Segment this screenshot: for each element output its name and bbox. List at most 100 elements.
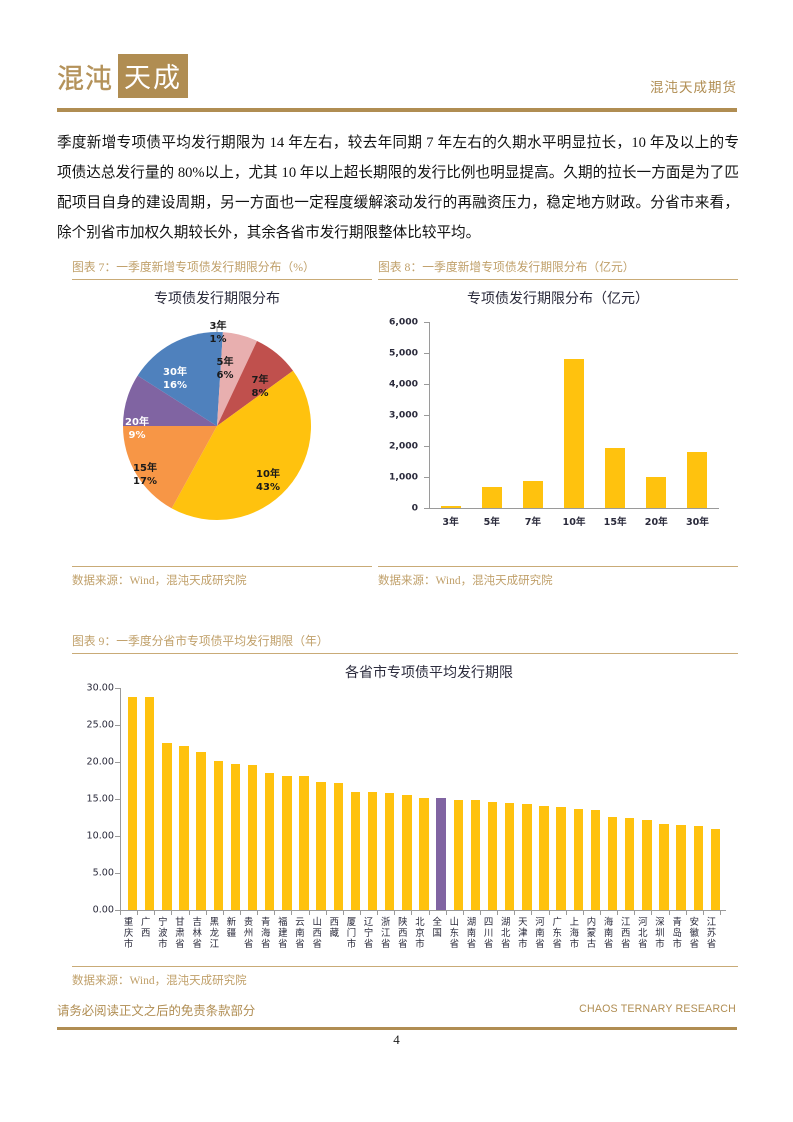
figure-7-caption: 图表 7：一季度新增专项债发行期限分布（%） xyxy=(72,258,372,280)
bar9-bar xyxy=(196,752,206,910)
bar9-xtick-label: 全国 xyxy=(432,917,442,939)
bar9-xtick-label: 厦门市 xyxy=(346,917,357,950)
header-brand-name: 混沌天成期货 xyxy=(650,80,737,95)
bar8-xtick-label: 20年 xyxy=(644,517,668,528)
bar9-xtick-label: 宁波市 xyxy=(158,917,168,950)
bar9-bar xyxy=(162,742,172,910)
bar9-xtick-label: 广东省 xyxy=(552,917,562,950)
page-header: 混沌 天成 混沌天成期货 xyxy=(57,48,737,110)
pie-label-10y: 10年 43% xyxy=(256,469,280,493)
bar9-xtick-mark xyxy=(377,911,379,915)
bar9-xtick-mark xyxy=(617,911,619,915)
bar9-bar xyxy=(402,794,412,910)
bar9-xtick-mark xyxy=(720,911,721,915)
logo-text-right: 天成 xyxy=(118,54,188,98)
bar9-xtick-mark xyxy=(480,911,481,915)
bar9-ytick-label: 5.00 xyxy=(92,867,114,879)
bar9-bar xyxy=(504,803,515,910)
pie-slice-3年 xyxy=(217,332,223,426)
footer-disclaimer: 请务必阅读正文之后的免责条款部分 xyxy=(57,1004,256,1018)
bar8-ytick-label: 4,000 xyxy=(388,378,418,390)
bar9-xtick-mark xyxy=(325,911,327,915)
bar9-xtick-mark xyxy=(514,911,516,915)
bar9-xtick-mark xyxy=(634,911,636,915)
bar9-bar xyxy=(539,806,549,910)
bar9-xtick-mark xyxy=(274,911,276,915)
bar9-xtick-mark xyxy=(240,911,241,915)
bar8-tick-mark xyxy=(424,384,429,385)
bar8-tick-mark xyxy=(424,353,429,354)
pie-slice-7年 xyxy=(217,340,294,426)
bar9-ytick-label: 15.00 xyxy=(86,793,114,805)
pie-svg xyxy=(123,326,311,520)
bar9-bar xyxy=(384,793,395,910)
bar8-bar xyxy=(522,481,543,508)
pie-label-30y: 30年 16% xyxy=(163,367,187,391)
bar8-ytick-label: 3,000 xyxy=(388,409,418,421)
bar8-tick-mark xyxy=(424,322,429,323)
bar9-xtick-mark xyxy=(120,911,121,915)
pie-label-5y: 5年 6% xyxy=(216,357,234,381)
bar9-xtick-label: 四川省 xyxy=(483,917,494,950)
bar9-xtick-label: 甘肃省 xyxy=(175,917,185,950)
bar9-xtick-label: 天津市 xyxy=(518,917,528,950)
bar9-xtick-label: 新疆 xyxy=(226,917,237,939)
bar8-x-axis-line xyxy=(429,508,719,510)
bar9-xtick-mark xyxy=(411,911,413,915)
bar8-plot-area xyxy=(430,322,718,508)
bar9-bar xyxy=(676,824,686,910)
bar9-xtick-label: 贵州省 xyxy=(243,917,254,950)
bar9-bar xyxy=(710,828,721,910)
bar8-ytick-label: 2,000 xyxy=(388,440,418,452)
bar9-xtick-label: 重庆市 xyxy=(123,917,134,950)
body-paragraph: 季度新增专项债平均发行期限为 14 年左右，较去年同期 7 年左右的久期水平明显… xyxy=(57,135,739,241)
bar9-bar xyxy=(590,810,601,910)
bar9-xtick-mark xyxy=(222,911,224,915)
pie-slice-10年 xyxy=(171,370,311,520)
bar9-bar xyxy=(573,809,584,910)
figure-8-bar-chart: 专项债发行期限分布（亿元） 0 1,000 2,000 3,000 4,000 5,000… xyxy=(378,288,738,560)
bar9-plot-area xyxy=(124,688,724,910)
figure-7-source: 数据来源：Wind，混沌天成研究院 xyxy=(72,566,372,588)
bar9-bar xyxy=(642,820,652,910)
bar8-bar xyxy=(564,358,584,508)
bar9-xtick-mark xyxy=(497,911,499,915)
bar9-xtick-mark xyxy=(188,911,190,915)
bar9-bar xyxy=(522,804,532,910)
bar8-xtick-label: 30年 xyxy=(685,517,709,528)
bar9-xtick-mark xyxy=(308,911,310,915)
bar9-bar xyxy=(693,826,704,910)
pie-slice-5年 xyxy=(217,332,258,426)
bar9-xtick-label: 上海市 xyxy=(569,917,579,950)
bar8-bar xyxy=(605,447,626,508)
bar9-xtick-label: 西藏 xyxy=(329,917,339,939)
bar9-xtick-label: 山东省 xyxy=(449,917,459,950)
bar9-chart-title: 各省市专项债平均发行期限 xyxy=(345,666,513,681)
bar9-xtick-mark xyxy=(171,911,173,915)
bar9-xtick-mark xyxy=(137,911,139,915)
page-number: 4 xyxy=(393,1032,400,1047)
bar9-xtick-mark xyxy=(462,911,464,915)
bar9-xtick-mark xyxy=(360,911,361,915)
bar9-xtick-mark xyxy=(582,911,584,915)
bar9-xtick-label: 吉林省 xyxy=(192,917,202,950)
bar9-bar xyxy=(282,776,292,910)
bar9-xtick-mark xyxy=(565,911,567,915)
bar9-xtick-mark xyxy=(342,911,344,915)
bar9-bar xyxy=(556,807,566,910)
bar8-tick-mark xyxy=(424,415,429,416)
bar8-tick-mark xyxy=(424,477,429,478)
bar9-ytick-label: 25.00 xyxy=(86,719,114,731)
bar9-y-axis-line xyxy=(120,688,121,911)
bar9-bar xyxy=(367,792,378,910)
bar9-bar xyxy=(264,773,275,910)
bar9-bar xyxy=(144,696,155,910)
bar9-tick-mark xyxy=(115,762,120,763)
bar9-bar xyxy=(247,764,258,910)
bar8-xtick-label: 3年 xyxy=(442,517,459,528)
bar9-xtick-label: 福建省 xyxy=(278,917,288,950)
bar9-ytick-label: 0.00 xyxy=(92,904,114,916)
bar9-xtick-label: 河南省 xyxy=(535,917,545,950)
bar9-xtick-label: 江苏省 xyxy=(706,917,717,950)
